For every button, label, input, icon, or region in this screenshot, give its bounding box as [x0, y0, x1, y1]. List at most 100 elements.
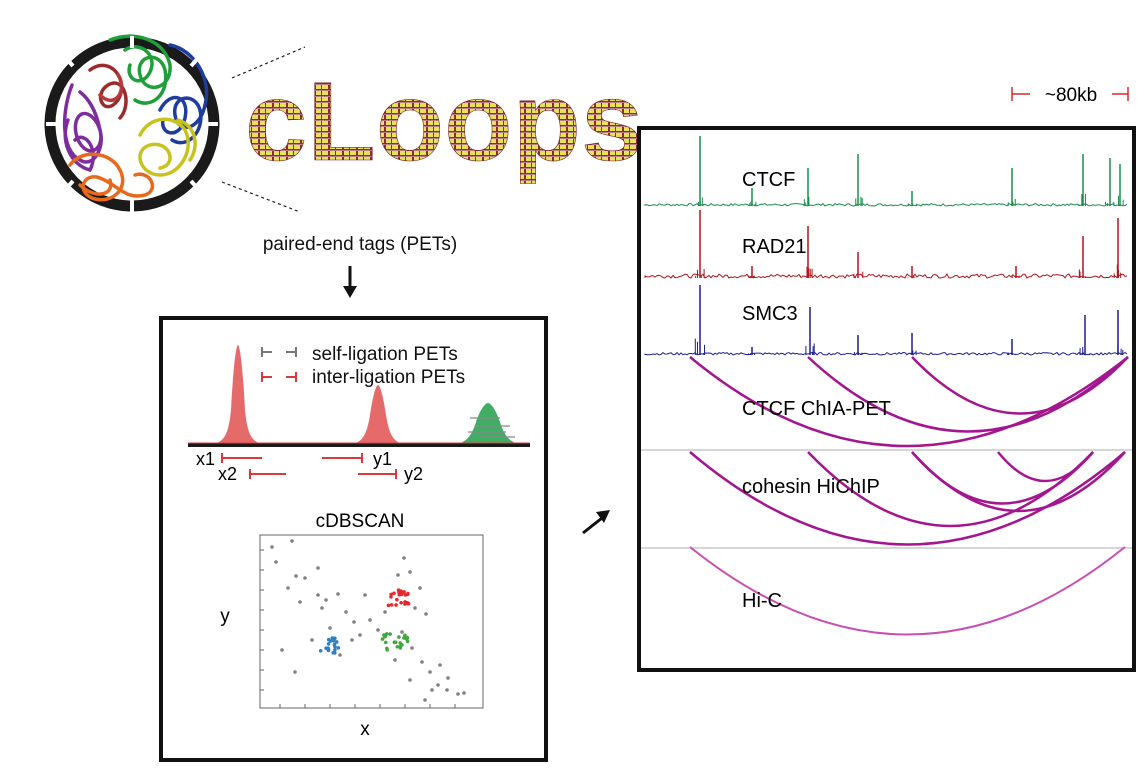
scatter-point [270, 545, 274, 549]
label-y2: y2 [404, 464, 423, 484]
scatter-point [326, 642, 331, 646]
scatter-point [298, 600, 302, 604]
scatter-xlabel: x [360, 719, 370, 740]
scatter-point [395, 597, 399, 602]
scatter-point [383, 634, 388, 639]
scale-bar-label: ~80kb [1045, 85, 1097, 106]
down-arrow [343, 266, 357, 298]
scatter-title: cDBSCAN [316, 511, 405, 532]
diagonal-arrow [582, 510, 610, 535]
scatter-point [290, 539, 294, 543]
scatter-point [420, 660, 424, 664]
hic-arc [689, 546, 1126, 636]
scatter-point [405, 592, 410, 597]
scatter-point [413, 606, 417, 610]
scatter-point [418, 586, 422, 590]
method-panel: self-ligation PETs inter-ligation PETs x… [159, 316, 548, 762]
scatter-point [326, 637, 331, 642]
scatter-ylabel: y [220, 606, 230, 627]
scatter-point [383, 610, 387, 614]
scatter-point [392, 591, 396, 596]
label-y1: y1 [373, 449, 392, 469]
scatter-point [293, 670, 297, 674]
scatter-point [333, 644, 337, 649]
scatter-point [338, 653, 342, 657]
scatter-point [310, 638, 314, 642]
chromosome-brown [88, 63, 128, 120]
peak-inter [450, 403, 526, 445]
cloops-logo: cLoops [245, 59, 644, 185]
scatter-point [286, 586, 290, 590]
legend-inter-ligation: inter-ligation PETs [312, 367, 465, 388]
scatter-point [438, 663, 442, 667]
scatter-point [294, 574, 298, 578]
scatter-point [388, 632, 392, 636]
scatter-point [396, 573, 400, 577]
scatter-point [389, 595, 393, 599]
scatter-point [428, 670, 432, 674]
scatter-point [400, 592, 404, 597]
scatter-point [424, 612, 428, 616]
scatter-point [393, 658, 397, 662]
scatter-point [358, 633, 362, 637]
scatter-point [400, 643, 404, 647]
scatter-point [334, 640, 339, 644]
scatter-point [395, 644, 400, 649]
scatter-point [336, 646, 341, 650]
scatter-point [456, 692, 460, 696]
scatter-point [406, 601, 411, 606]
scatter-point [402, 636, 406, 640]
scatter-point [380, 637, 385, 641]
pet-coordinates: x1 x2 y1 y2 [196, 449, 423, 484]
chromosome-yellow [138, 117, 190, 177]
scatter-point [376, 628, 380, 632]
scatter-point [386, 603, 391, 608]
scatter-point [274, 560, 278, 564]
track-baseline [644, 351, 1128, 356]
genome-browser-panel: CTCF RAD21 SMC3 CTCF ChIA-PET cohesin Hi… [637, 126, 1136, 672]
scatter-point [408, 570, 412, 574]
scatter-point [399, 589, 403, 594]
chromosome-green [108, 34, 172, 105]
scatter-point [352, 620, 356, 624]
peak-plot [188, 345, 530, 447]
arc-label-hic: Hi-C [742, 590, 782, 612]
scatter-point [404, 637, 409, 641]
scatter-point [332, 650, 337, 655]
ligation-legend: self-ligation PETs inter-ligation PETs [261, 344, 465, 388]
scatter-point [410, 646, 414, 650]
scatter-point [402, 556, 406, 560]
scatter-point [393, 640, 397, 645]
scatter-point [430, 688, 434, 692]
scatter-point [446, 676, 450, 680]
cdbscan-scatter: cDBSCAN y x [220, 511, 484, 740]
peak-x1 [205, 345, 270, 445]
scatter-point [385, 648, 390, 652]
scatter-point [436, 683, 440, 687]
chromosome-purple [62, 83, 103, 164]
scatter-point [324, 646, 328, 650]
scatter-point [462, 691, 466, 695]
scatter-point [318, 649, 323, 653]
scatter-point [344, 610, 348, 614]
scatter-point [320, 606, 324, 610]
scatter-point [363, 593, 367, 597]
scatter-point [408, 678, 412, 682]
scatter-point [328, 626, 332, 630]
scatter-point [394, 603, 398, 607]
scatter-point [324, 598, 328, 602]
track-label-ctcf: CTCF [742, 169, 795, 191]
scatter-point [383, 640, 388, 645]
track-label-rad21: RAD21 [742, 236, 806, 258]
scatter-point [316, 593, 320, 597]
scatter-point [397, 635, 401, 639]
scatter-point [350, 638, 354, 642]
nucleus-illustration [44, 34, 306, 213]
label-x2: x2 [218, 464, 237, 484]
chiapet-arcs [689, 356, 1129, 448]
pets-caption: paired-end tags (PETs) [263, 234, 457, 255]
scatter-point [423, 698, 427, 702]
scatter-point [403, 633, 407, 638]
scatter-point [403, 602, 407, 606]
